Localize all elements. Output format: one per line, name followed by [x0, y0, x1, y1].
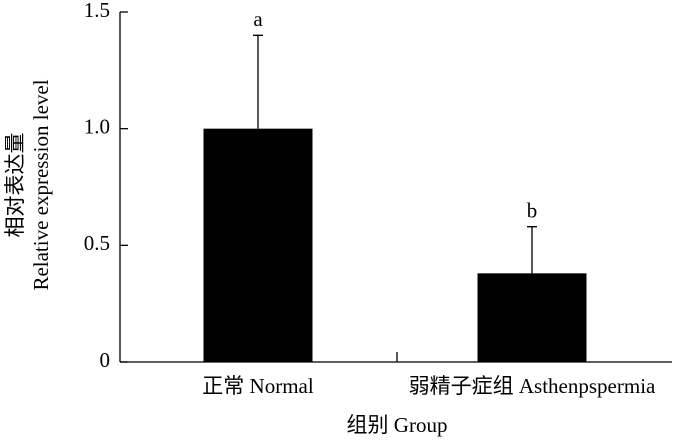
bar [203, 128, 313, 362]
error-bar [527, 226, 537, 274]
x-tick-label: 弱精子症组 Asthenpspermia [409, 374, 656, 398]
x-tick-label: 正常 Normal [202, 374, 314, 398]
significance-label: b [527, 198, 538, 222]
y-axis-title: 相对表达量 [3, 133, 27, 238]
y-tick-label: 1.5 [84, 0, 110, 22]
y-tick-label: 0.5 [84, 231, 110, 255]
y-tick-label: 1.0 [84, 114, 110, 138]
bar [477, 273, 587, 362]
significance-label: a [253, 7, 263, 31]
x-axis-title: 组别 Group [347, 413, 448, 437]
y-tick-label: 0 [100, 348, 111, 372]
error-bar [253, 34, 263, 129]
y-axis-title: Relative expression level [29, 79, 53, 290]
